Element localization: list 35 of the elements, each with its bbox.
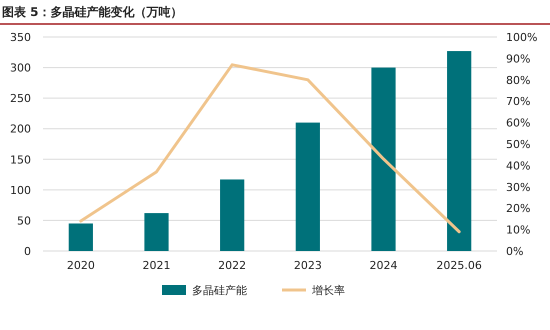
y-tick-label: 100 [10, 184, 31, 197]
x-tick-label: 2024 [370, 259, 398, 272]
bar [144, 213, 169, 251]
y2-tick-label: 0% [506, 245, 524, 258]
bar [220, 179, 244, 251]
bar [371, 68, 396, 251]
y2-tick-label: 70% [506, 95, 530, 108]
y2-tick-label: 100% [506, 31, 538, 44]
y2-tick-label: 20% [506, 202, 530, 216]
y-tick-label: 50 [17, 214, 31, 228]
x-tick-label: 2023 [294, 259, 322, 272]
title: 图表 5：多晶硅产能变化（万吨） [2, 5, 183, 19]
x-tick-label: 2022 [218, 259, 246, 272]
y2-tick-label: 50% [506, 138, 530, 151]
y2-tick-label: 90% [506, 52, 530, 66]
y2-tick-label: 10% [506, 224, 530, 237]
y2-tick-label: 30% [506, 180, 530, 194]
y-tick-label: 150 [10, 153, 31, 166]
bar [68, 223, 93, 251]
x-tick-label: 2025.06 [436, 259, 482, 272]
bar [296, 122, 320, 251]
line-series [79, 63, 461, 234]
legend-label: 增长率 [311, 284, 345, 297]
y2-tick-label: 40% [506, 159, 530, 172]
y2-tick-label: 60% [506, 116, 530, 130]
y-tick-label: 250 [10, 92, 31, 106]
legend-label: 多晶硅产能 [192, 284, 247, 297]
x-tick-label: 2021 [142, 259, 170, 272]
y-tick-label: 0 [24, 245, 31, 258]
y-tick-label: 300 [10, 62, 31, 75]
bar [447, 51, 472, 251]
y-tick-label: 200 [10, 122, 31, 136]
x-tick-label: 2020 [66, 259, 95, 272]
y-tick-label: 350 [10, 31, 31, 44]
y2-tick-label: 80% [506, 74, 530, 87]
